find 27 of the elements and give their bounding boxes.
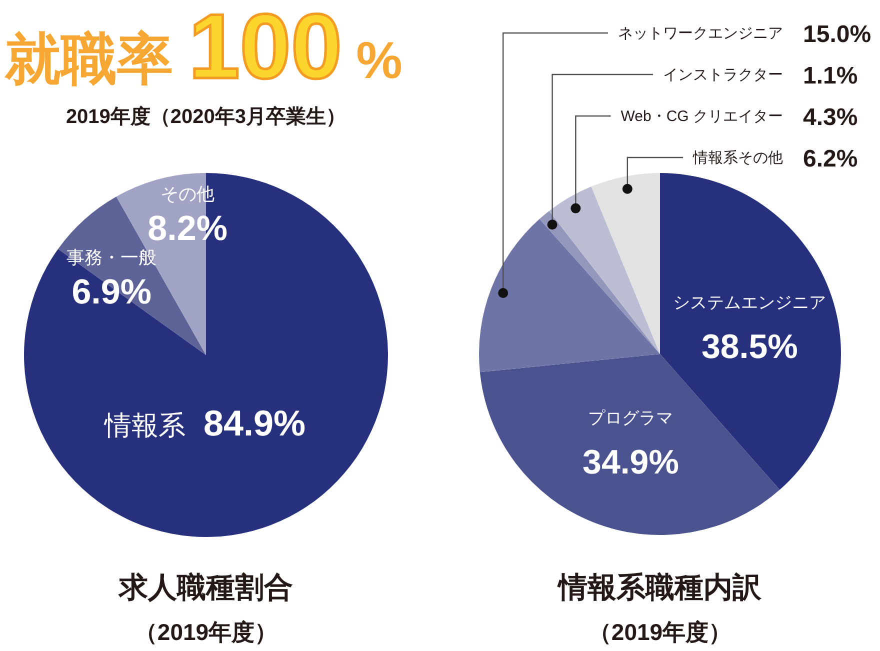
text: 情報系職種内訳 [556, 572, 762, 604]
pie-slice [591, 173, 660, 354]
pie-slice [24, 173, 388, 537]
text: （2019年度） [134, 619, 278, 645]
pie-slice [539, 210, 660, 354]
data-label: 84.9% [204, 402, 306, 444]
text: 求人職種割合 [118, 572, 293, 604]
slice-label: 情報系その他 [692, 150, 783, 166]
data-label: 6.2% [803, 146, 858, 172]
data-label: 15.0% [803, 21, 872, 48]
data-label: 38.5% [701, 328, 798, 366]
pie-slice [549, 186, 660, 354]
slice-label: インストラクター [663, 66, 783, 84]
slice-label: 事務・一般 [66, 248, 157, 268]
data-label: 34.9% [582, 443, 679, 482]
data-label: 4.3% [803, 104, 858, 131]
text: 就職率 100% [4, 0, 402, 98]
pie-slice [479, 218, 660, 372]
slice-label: Web・CG クリエイター [620, 108, 783, 125]
text: （2019年度） [588, 619, 732, 645]
slice-label: プログラマ [588, 408, 674, 428]
data-label: 6.9% [72, 272, 152, 312]
slice-label: システムエンジニア [673, 293, 826, 312]
text: 2019年度（2020年3月卒業生） [66, 105, 346, 128]
data-label: 1.1% [803, 62, 858, 90]
slice-label: ネットワークエンジニア [618, 25, 783, 42]
slice-label: 情報系 [104, 410, 186, 440]
